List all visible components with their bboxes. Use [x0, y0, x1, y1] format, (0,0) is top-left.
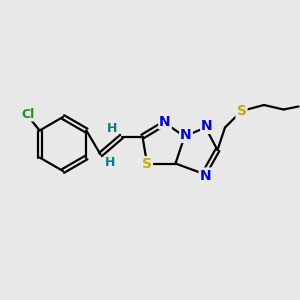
- Text: N: N: [200, 169, 211, 182]
- Text: N: N: [159, 115, 171, 128]
- Text: H: H: [105, 156, 115, 170]
- Text: Cl: Cl: [21, 107, 34, 121]
- Text: N: N: [201, 119, 213, 133]
- Text: S: S: [236, 104, 247, 118]
- Text: N: N: [180, 128, 192, 142]
- Text: H: H: [107, 122, 117, 135]
- Text: S: S: [142, 157, 152, 171]
